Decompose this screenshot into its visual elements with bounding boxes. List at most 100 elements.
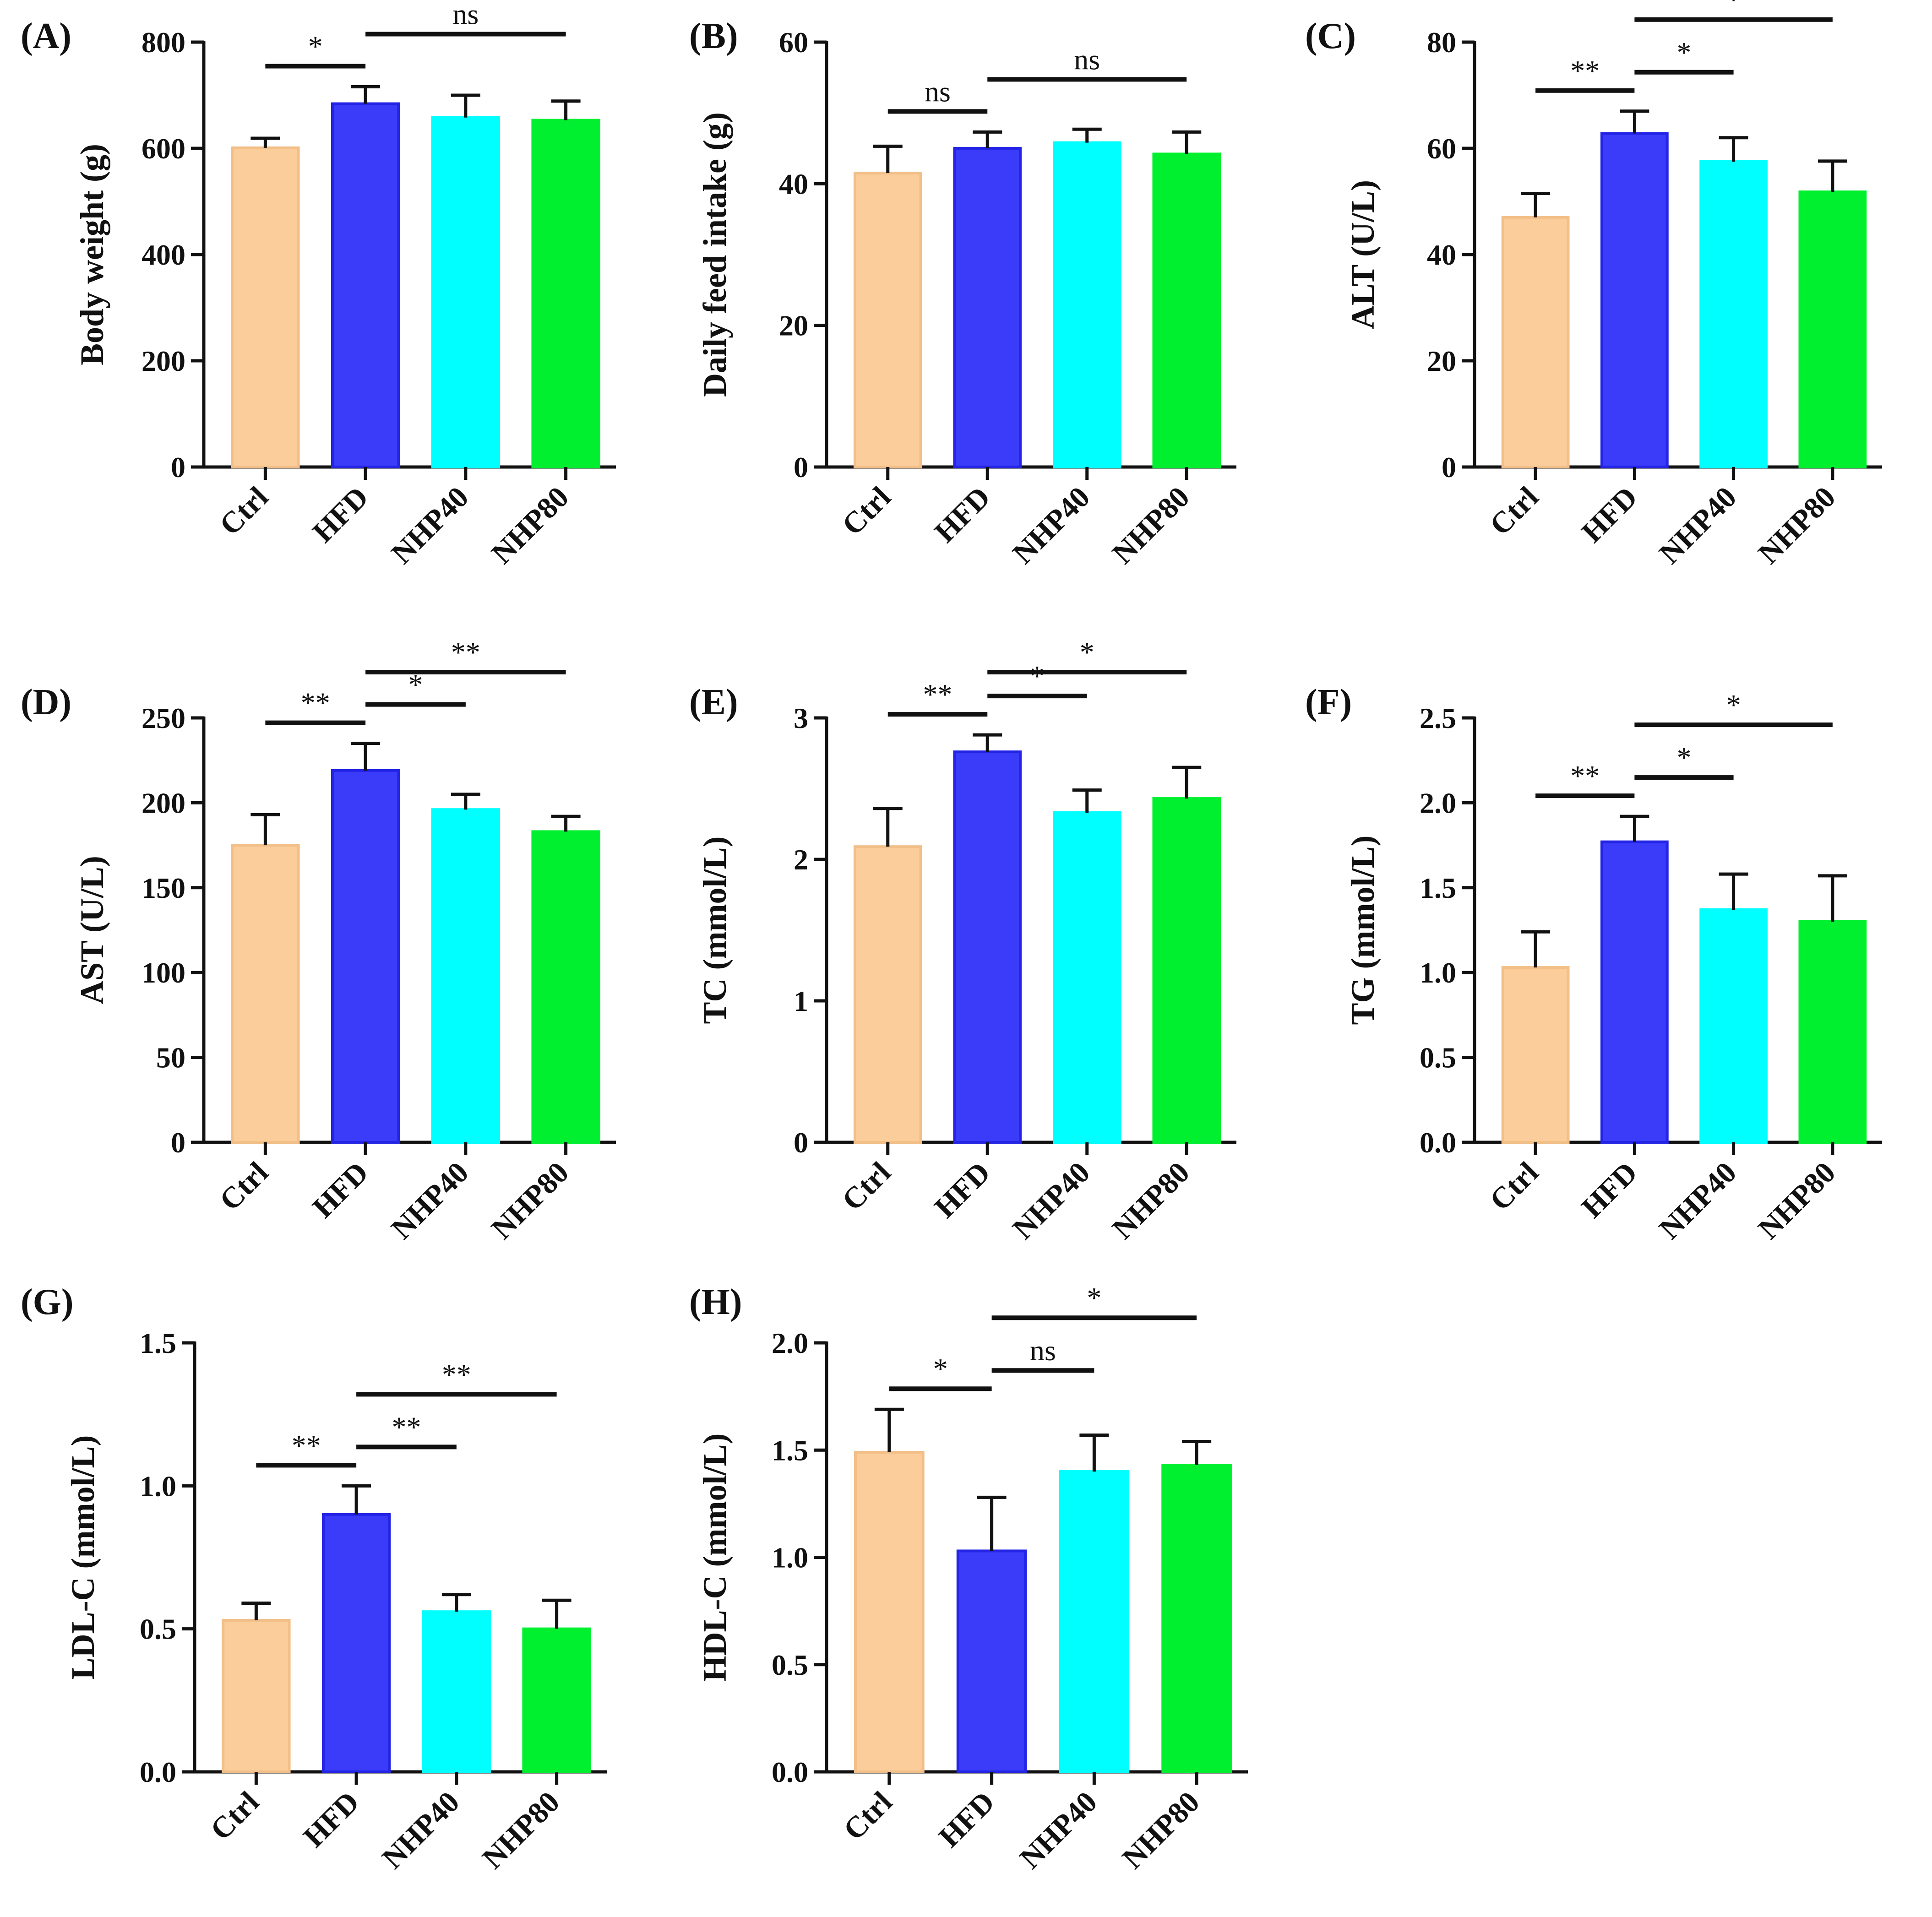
x-tick-label: HFD [928,1156,997,1224]
y-tick-label: 0.5 [1420,1042,1456,1074]
panel-label: (A) [21,16,71,56]
bar-hfd [1600,840,1669,1144]
y-axis-label: HDL-C (mmol/L) [697,1434,733,1682]
y-tick-label: 1.0 [140,1470,176,1502]
bar-hfd [956,1549,1027,1774]
y-tick-label: 1.0 [1420,956,1456,989]
significance-label: ** [451,636,480,668]
bar-nhp40 [1052,811,1121,1144]
x-tick-label: HFD [306,1156,375,1224]
bar-ctrl [231,844,300,1144]
x-tick-label: NHP40 [385,1156,475,1246]
x-tick-label: NHP80 [485,1156,575,1246]
bar-nhp80 [1798,190,1867,468]
y-tick-label: 0.0 [772,1756,808,1788]
y-axis-label: Body weight (g) [74,144,110,365]
significance-label: ns [1030,1334,1056,1367]
bar-nhp80 [531,119,600,468]
y-tick-label: 0 [794,451,808,483]
y-tick-label: 2.5 [1420,702,1456,734]
x-tick-label: NHP40 [1007,1156,1097,1246]
y-tick-label: 50 [156,1042,185,1074]
bar-nhp80 [531,830,600,1144]
bar-hfd [331,102,400,468]
bar-nhp40 [431,808,501,1144]
y-tick-label: 1.5 [140,1327,176,1359]
y-tick-label: 1.5 [772,1434,808,1466]
y-tick-label: 0 [171,451,185,483]
significance-label: ** [392,1411,421,1443]
significance-label: * [1677,741,1692,774]
y-tick-label: 0.0 [1420,1126,1456,1159]
x-tick-label: Ctrl [213,480,275,542]
x-tick-label: NHP80 [1116,1785,1206,1875]
x-tick-label: Ctrl [1483,480,1545,542]
y-tick-label: 3 [794,702,808,734]
significance-label: ** [292,1429,321,1461]
x-tick-label: NHP40 [1653,480,1743,570]
significance-label: * [1726,689,1741,721]
significance-label: * [1087,1282,1101,1314]
bar-nhp40 [1699,908,1768,1144]
significance-label: ns [452,0,479,30]
significance-label: ** [442,1358,471,1390]
bar-nhp40 [1699,160,1768,468]
significance-label: ** [1570,760,1600,792]
y-axis-label: AST (U/L) [74,856,110,1005]
y-axis-label: Daily feed intake (g) [697,112,733,397]
bar-ctrl [1501,216,1570,468]
bar-ctrl [1501,966,1570,1144]
panel-label: (H) [689,1282,742,1322]
x-tick-label: HFD [1575,1156,1644,1224]
y-tick-label: 1.5 [1420,872,1456,904]
y-tick-label: 200 [141,345,185,377]
x-tick-label: NHP80 [476,1785,566,1875]
x-tick-label: Ctrl [204,1785,266,1847]
y-axis-label: TC (mmol/L) [697,836,733,1024]
x-tick-label: HFD [297,1785,366,1854]
panel-label: (B) [689,16,738,56]
significance-label: * [1080,636,1094,668]
x-tick-label: NHP80 [1752,1156,1842,1246]
y-tick-label: 0 [1442,451,1456,483]
y-tick-label: 60 [779,26,808,59]
bar-ctrl [853,845,922,1144]
x-tick-label: Ctrl [836,1156,898,1217]
significance-label: ns [925,75,951,108]
bar-ctrl [854,1450,925,1774]
x-tick-label: NHP40 [1653,1156,1743,1246]
x-tick-label: Ctrl [837,1785,899,1847]
bar-hfd [1600,132,1669,468]
y-tick-label: 40 [1427,239,1456,271]
bar-ctrl [853,172,922,468]
bar-nhp80 [522,1627,591,1774]
x-tick-label: NHP80 [1752,480,1842,570]
y-tick-label: 200 [141,787,185,819]
panel-label: (D) [21,682,71,722]
bar-nhp40 [431,116,501,469]
x-tick-label: NHP80 [485,480,575,570]
y-tick-label: 80 [1427,26,1456,59]
y-tick-label: 100 [141,956,185,989]
x-tick-label: HFD [932,1785,1001,1854]
panel-label: (C) [1305,16,1356,56]
y-tick-label: 600 [141,132,185,165]
y-tick-label: 0 [171,1126,185,1159]
bar-hfd [331,769,400,1144]
y-tick-label: 0 [794,1126,808,1159]
x-tick-label: Ctrl [213,1156,275,1217]
panel-label: (G) [21,1282,74,1322]
y-axis-label: ALT (U/L) [1344,180,1381,329]
x-tick-label: NHP80 [1106,1156,1196,1246]
bar-nhp40 [422,1610,491,1774]
significance-label: * [308,30,323,62]
significance-label: * [1677,36,1692,69]
bar-nhp80 [1798,920,1867,1144]
bar-nhp40 [1052,141,1121,469]
y-tick-label: 150 [141,872,185,904]
y-tick-label: 1.0 [772,1542,808,1574]
bar-ctrl [222,1618,291,1774]
y-tick-label: 400 [141,239,185,271]
y-axis-label: LDL-C (mmol/L) [65,1435,101,1680]
